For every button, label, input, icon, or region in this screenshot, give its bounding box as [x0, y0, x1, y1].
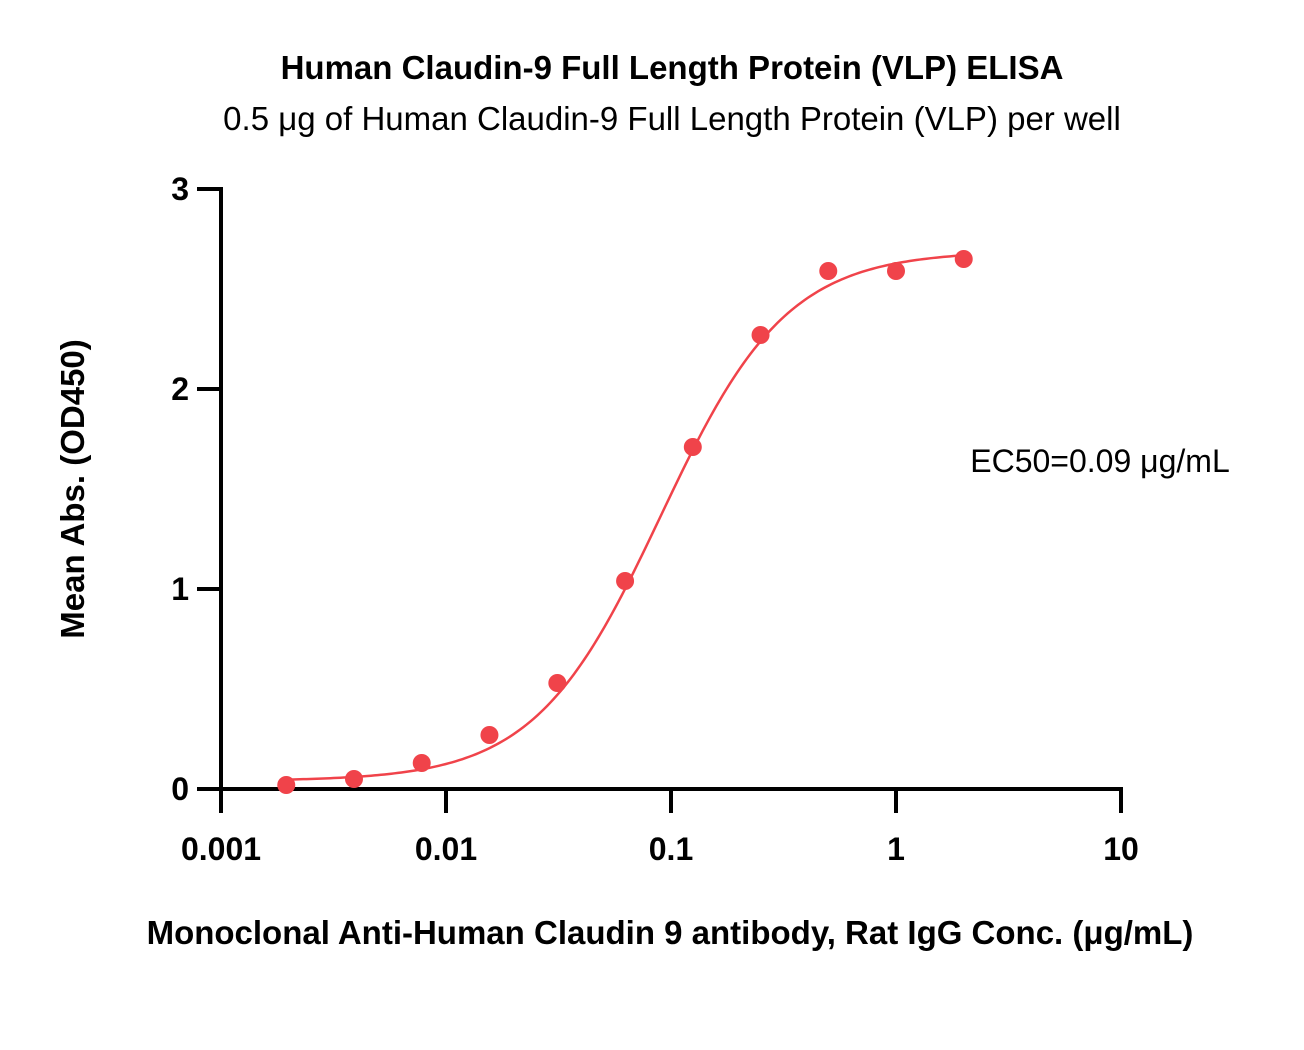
- chart-title: Human Claudin-9 Full Length Protein (VLP…: [281, 49, 1064, 86]
- ec50-annotation: EC50=0.09 μg/mL: [970, 443, 1229, 479]
- data-point: [344, 770, 363, 788]
- data-point: [887, 262, 905, 280]
- x-tick-label: 0.1: [649, 831, 693, 867]
- x-axis-label: Monoclonal Anti-Human Claudin 9 antibody…: [147, 914, 1194, 951]
- data-point: [480, 726, 499, 744]
- y-tick-label: 1: [171, 571, 189, 607]
- data-point: [954, 250, 973, 268]
- y-tick-label: 2: [171, 371, 189, 407]
- data-point: [819, 262, 838, 280]
- plot-area: 0 1 2 3 0.001 0.01 0.1 1 10: [171, 171, 1139, 867]
- data-point: [548, 674, 567, 692]
- data-point: [277, 776, 296, 794]
- x-tick-label: 0.001: [181, 831, 261, 867]
- data-point: [616, 572, 635, 590]
- data-point: [683, 438, 702, 456]
- fit-curve: [286, 254, 964, 781]
- x-tick-label: 1: [887, 831, 905, 867]
- data-point: [751, 326, 770, 344]
- y-axis-label: Mean Abs. (OD450): [54, 339, 91, 639]
- y-tick-label: 3: [171, 171, 189, 207]
- chart-subtitle: 0.5 μg of Human Claudin-9 Full Length Pr…: [223, 100, 1121, 137]
- y-tick-label: 0: [171, 771, 189, 807]
- x-tick-label: 0.01: [415, 831, 477, 867]
- data-point: [412, 754, 431, 772]
- x-tick-label: 10: [1103, 831, 1139, 867]
